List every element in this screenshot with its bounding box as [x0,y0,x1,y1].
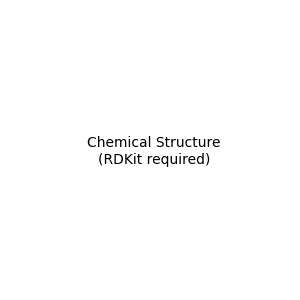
Text: Chemical Structure
(RDKit required): Chemical Structure (RDKit required) [87,136,220,166]
